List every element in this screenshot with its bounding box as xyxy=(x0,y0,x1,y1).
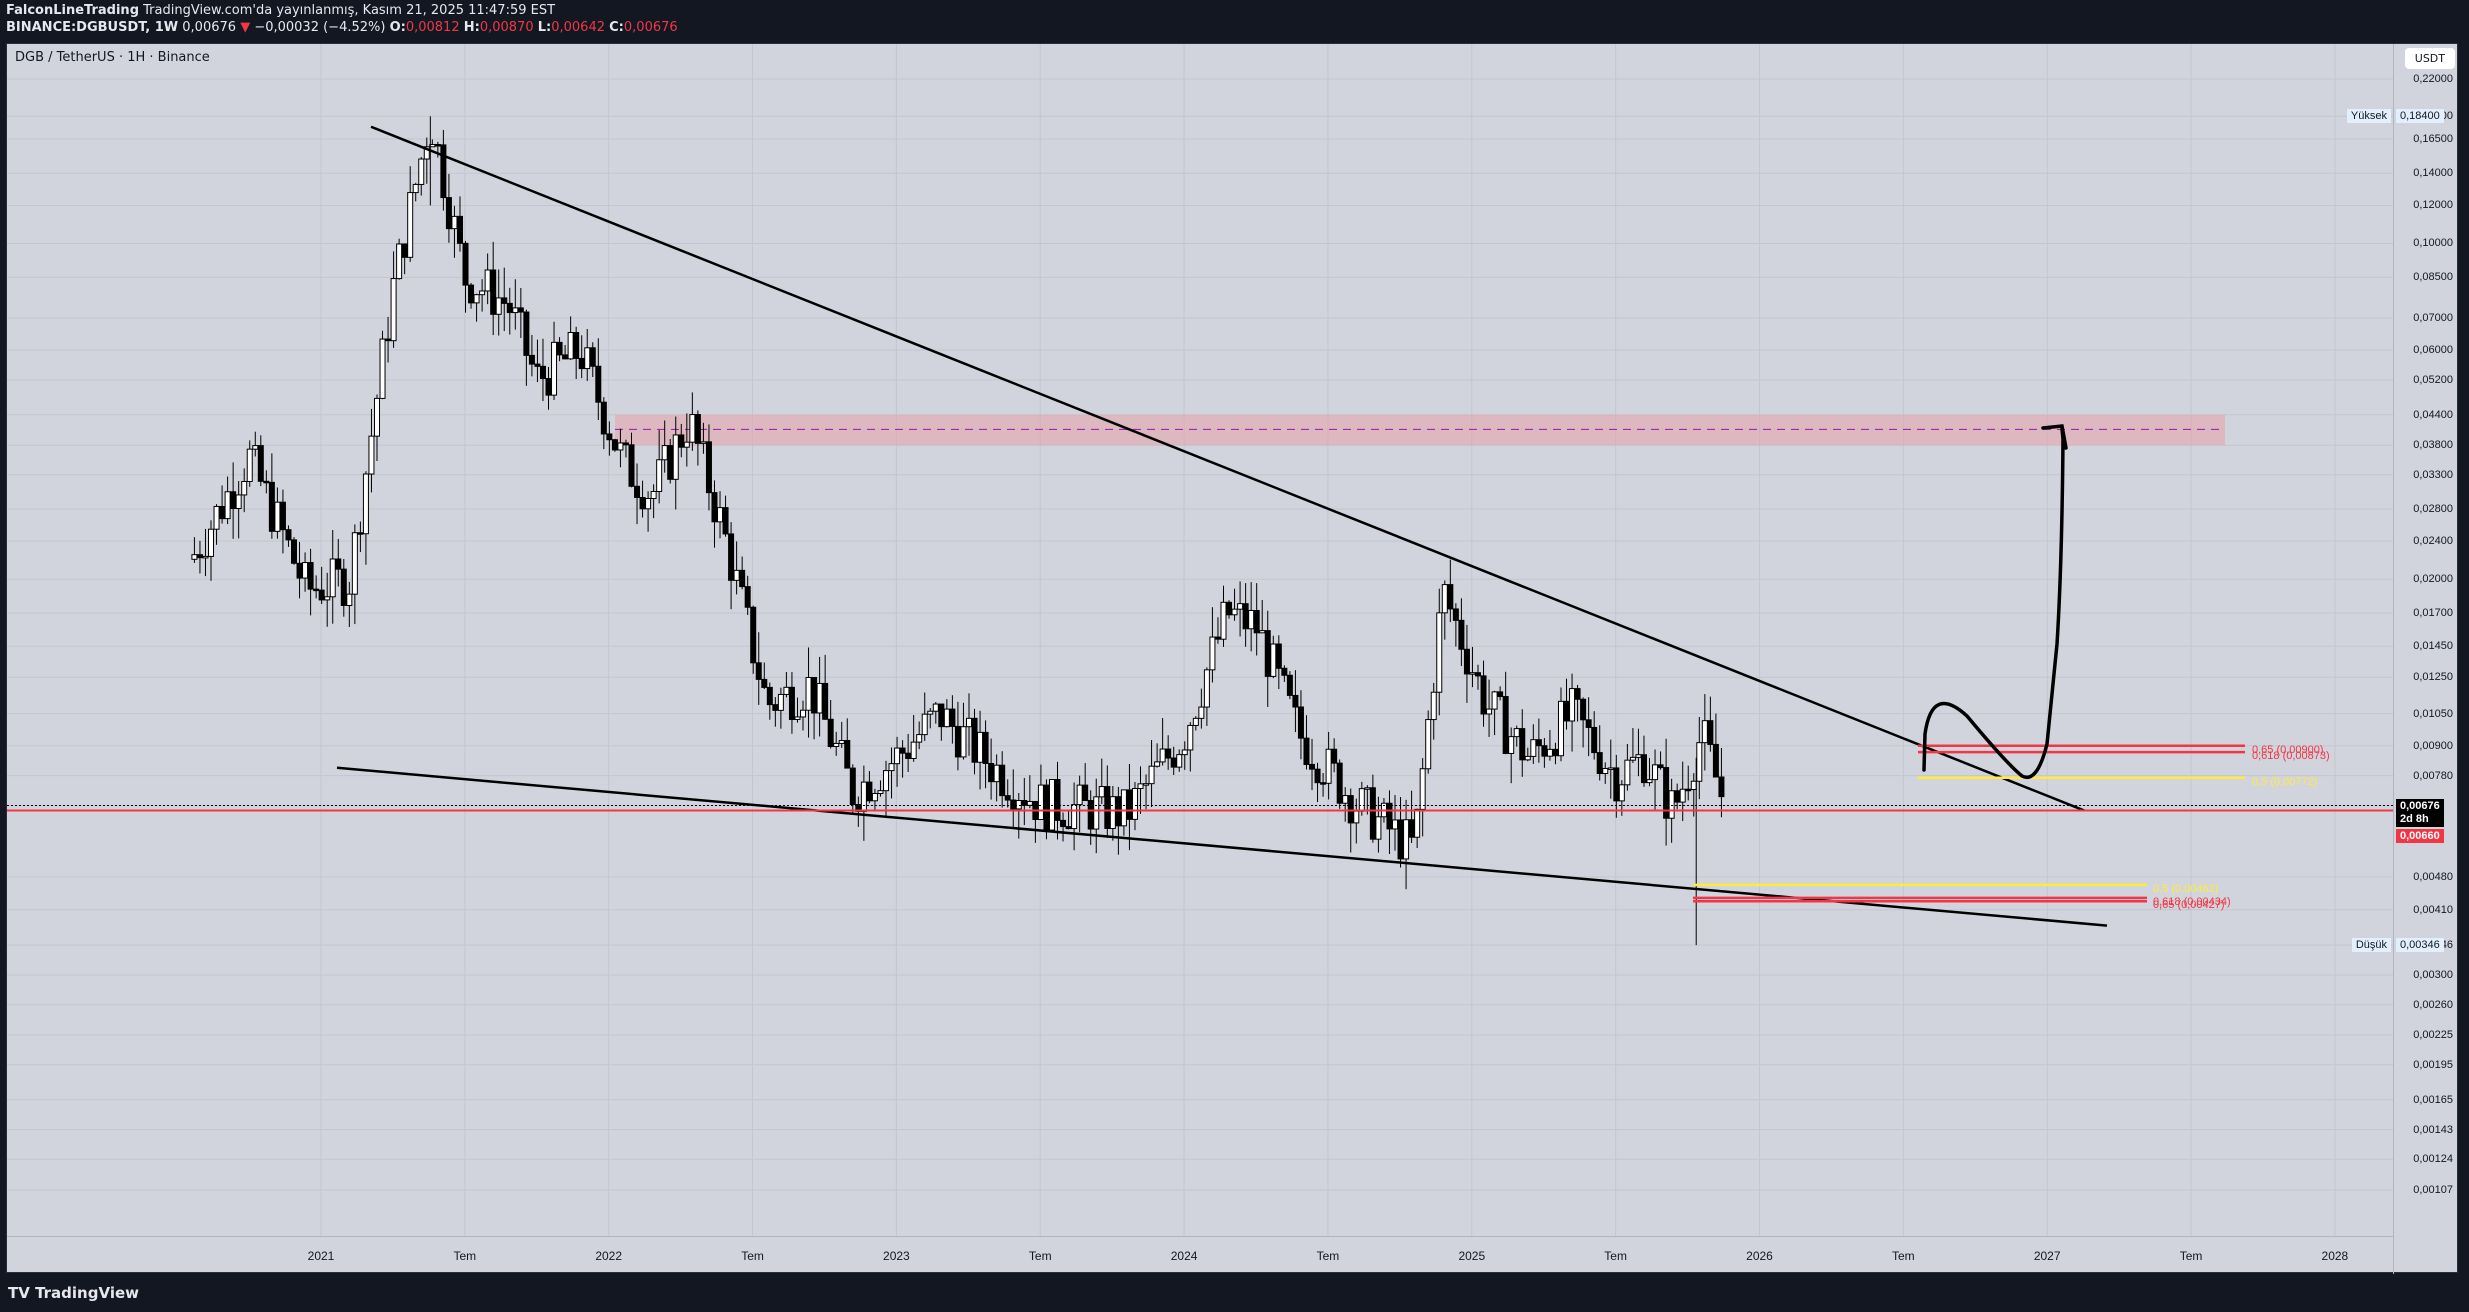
high-label: Yüksek xyxy=(2346,109,2391,124)
price-tick: 0,01250 xyxy=(2413,671,2453,684)
time-tick: Tem xyxy=(1316,1249,1340,1263)
price-tick: 0,16500 xyxy=(2413,133,2453,145)
publish-info: FalconLineTrading TradingView.com'da yay… xyxy=(6,3,555,18)
time-tick: 2027 xyxy=(2033,1249,2061,1263)
price-tick: 0,01700 xyxy=(2413,607,2453,620)
fib-label: 0,65 (0,00427) xyxy=(2153,899,2225,912)
red-level-badge: 0,00660 xyxy=(2396,829,2444,844)
symbol-label: BINANCE:DGBUSDT, 1W xyxy=(6,20,179,35)
ohlc-line: BINANCE:DGBUSDT, 1W 0,00676 ▼ −0,00032 (… xyxy=(6,20,678,35)
price-tick: 0,01050 xyxy=(2413,707,2453,720)
time-tick: 2024 xyxy=(1170,1249,1198,1263)
high-label: H: xyxy=(463,20,480,35)
price-tick: 0,02400 xyxy=(2413,535,2453,548)
low-price-badge: 0,00346 xyxy=(2396,938,2444,953)
time-tick: Tem xyxy=(741,1249,764,1263)
down-arrow-icon: ▼ xyxy=(240,20,251,35)
price-tick: 0,01450 xyxy=(2413,640,2453,653)
price-axis[interactable]: USDT 0,22000 0,18400 0,16500 0,14000 0,12000… xyxy=(2393,44,2459,1274)
high-value: 0,00870 xyxy=(479,20,534,35)
price-tick: 0,03800 xyxy=(2413,439,2453,452)
time-tick: 2025 xyxy=(1458,1249,1486,1263)
publish-date: TradingView.com'da yayınlanmış, Kasım 21… xyxy=(143,3,556,18)
time-tick: 2021 xyxy=(307,1249,335,1263)
open-label: O: xyxy=(389,20,406,35)
fib-label: 0,618 (0,00873) xyxy=(2252,750,2330,763)
close-value: 0,00676 xyxy=(623,20,678,35)
time-tick: Tem xyxy=(1604,1249,1627,1263)
price-tick: 0,07000 xyxy=(2413,311,2453,324)
time-tick: Tem xyxy=(1892,1249,1915,1263)
price-tick: 0,00124 xyxy=(2413,1153,2453,1166)
price-tick: 0,00143 xyxy=(2413,1123,2453,1136)
price-tick: 0,14000 xyxy=(2413,167,2453,180)
fib-label: 0,618 (0,00434) xyxy=(2153,895,2231,908)
open-value: 0,00812 xyxy=(405,20,460,35)
price-tick: 0,00300 xyxy=(2413,968,2453,981)
author-name: FalconLineTrading xyxy=(6,3,139,18)
price-tick: 0,00900 xyxy=(2413,739,2453,752)
low-label: Düşük xyxy=(2351,938,2391,953)
fib-label: 0,5 (0,00772) xyxy=(2252,775,2318,788)
tv-logo-icon: 𝗧𝗩 xyxy=(8,1284,30,1302)
price-tick: 0,06000 xyxy=(2413,344,2453,357)
low-label: L: xyxy=(537,20,552,35)
time-tick: Tem xyxy=(1028,1249,1052,1263)
high-price-badge: 0,18400 xyxy=(2396,109,2444,124)
price-tick: 0,02000 xyxy=(2413,573,2453,586)
last-price-badge: 0,00676 2d 8h xyxy=(2396,799,2444,828)
price-tick: 0,00480 xyxy=(2413,870,2453,883)
chart-title: DGB / TetherUS · 1H · Binance xyxy=(15,50,210,65)
price-tick: 0,12000 xyxy=(2413,199,2453,212)
tradingview-logo: 𝗧𝗩 TradingView xyxy=(8,1284,139,1302)
price-tick: 0,00195 xyxy=(2413,1058,2453,1071)
time-tick: 2028 xyxy=(2321,1249,2349,1263)
close-label: C: xyxy=(609,20,624,35)
price-tick: 0,00165 xyxy=(2413,1093,2453,1106)
price-tick: 0,00225 xyxy=(2413,1028,2453,1041)
price-tick: 0,00780 xyxy=(2413,769,2453,782)
price-tick: 0,00260 xyxy=(2413,998,2453,1011)
price-tick: 0,05200 xyxy=(2413,373,2453,386)
time-tick: Tem xyxy=(453,1249,477,1263)
chart-frame: DGB / TetherUS · 1H · Binance 0,65 (0,00… xyxy=(6,43,2459,1274)
price-tick: 0,22000 xyxy=(2413,73,2453,85)
time-tick: 2026 xyxy=(1746,1249,1773,1263)
fib-label: 0,5 (0,00462) xyxy=(2153,882,2219,895)
price-tick: 0,00410 xyxy=(2413,903,2453,916)
low-value: 0,00642 xyxy=(551,20,605,35)
last-price: 0,00676 xyxy=(182,20,237,35)
chart-plot-area[interactable]: DGB / TetherUS · 1H · Binance 0,65 (0,00… xyxy=(7,44,2393,1274)
price-change: −0,00032 (−4.52%) xyxy=(254,20,386,35)
price-tick: 0,08500 xyxy=(2413,271,2453,284)
price-tick: 0,03300 xyxy=(2413,468,2453,481)
price-tick: 0,00107 xyxy=(2413,1184,2453,1196)
time-axis[interactable]: 2021 Tem 2022 Tem 2023 Tem 2024 Tem 2025 Tem 2026 T… xyxy=(7,1236,2393,1274)
time-tick: 2022 xyxy=(595,1249,623,1263)
time-tick: Tem xyxy=(2179,1249,2203,1263)
price-tick: 0,10000 xyxy=(2413,237,2453,250)
price-tick: 0,02800 xyxy=(2413,503,2453,515)
chart-canvas xyxy=(7,44,2393,1236)
price-tick: 0,04400 xyxy=(2413,408,2453,421)
fib-label: 0,65 (0,00900) xyxy=(2252,743,2324,756)
time-tick: 2023 xyxy=(883,1249,910,1263)
currency-button[interactable]: USDT xyxy=(2404,48,2455,69)
